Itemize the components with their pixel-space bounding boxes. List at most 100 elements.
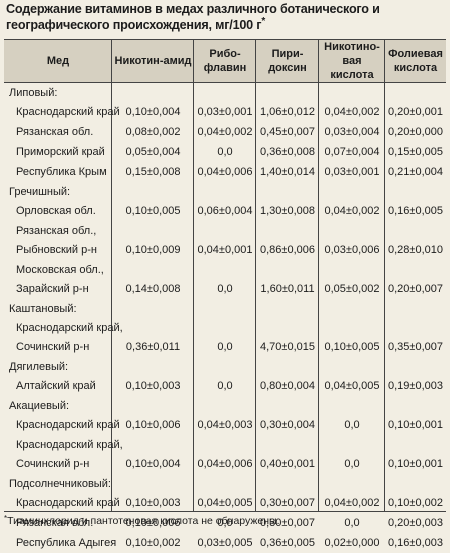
group-row: Дягилевый:	[4, 358, 446, 377]
nicotinic-acid-value: 0,10±0,005	[324, 341, 380, 353]
nicotinic-acid-value: 0,0	[344, 458, 360, 470]
header-folic-acid: Фолиевая кислота	[388, 48, 443, 74]
table-row: Зарайский р-н 0,14±0,008 0,0 1,60±0,011 0,05…	[4, 280, 446, 299]
table-row: Рязанская обл. 0,10±0,006 0,0 0,30±0,007 0,0…	[4, 514, 446, 533]
group-label: Липовый:	[9, 87, 58, 99]
table-row: Рыбновский р-н 0,10±0,009 0,04±0,001 0,86±0…	[4, 241, 446, 260]
riboflavin-value: 0,0	[217, 517, 233, 529]
title-footnote-mark: *	[261, 16, 266, 27]
nicotinic-acid-value: 0,04±0,002	[324, 497, 380, 509]
riboflavin-value: 0,0	[217, 146, 233, 158]
vitamin-table: Мед Никотин-амид Рибо-флавин Пири-доксин…	[4, 39, 446, 549]
region-name: Рязанская обл.	[16, 517, 94, 529]
column-divider	[255, 40, 256, 511]
pyridoxine-value: 0,30±0,004	[260, 419, 315, 431]
nicotinamide-value: 0,10±0,005	[125, 205, 181, 217]
riboflavin-value: 0,04±0,003	[197, 419, 253, 431]
table-row-label: Краснодарский край,	[4, 436, 446, 455]
riboflavin-value: 0,0	[217, 380, 233, 392]
region-name: Республика Адыгея	[16, 537, 117, 549]
riboflavin-value: 0,0	[217, 341, 233, 353]
nicotinamide-value: 0,10±0,004	[125, 106, 181, 118]
footnote: *Тиаминхлорид и пантотеновая кислота не …	[4, 514, 444, 528]
region-name: Зарайский р-н	[16, 283, 89, 295]
nicotinamide-value: 0,10±0,002	[125, 537, 181, 549]
riboflavin-value: 0,04±0,005	[197, 497, 253, 509]
riboflavin-value: 0,03±0,001	[197, 106, 253, 118]
pyridoxine-value: 0,30±0,007	[260, 497, 315, 509]
folic-acid-value: 0,10±0,002	[388, 497, 443, 509]
region-name: Рыбновский р-н	[16, 244, 97, 256]
footnote-text: Тиаминхлорид и пантотеновая кислота не о…	[7, 515, 280, 527]
column-divider	[111, 40, 112, 511]
group-label: Каштановый:	[9, 303, 77, 315]
table-row-label: Краснодарский край,	[4, 319, 446, 338]
header-pyridoxine: Пири-доксин	[268, 48, 307, 74]
folic-acid-value: 0,20±0,007	[388, 283, 443, 295]
nicotinamide-value: 0,10±0,009	[125, 244, 181, 256]
nicotinamide-value: 0,08±0,002	[125, 126, 181, 138]
region-name: Приморский край	[16, 146, 105, 158]
pyridoxine-value: 0,80±0,004	[260, 380, 315, 392]
pyridoxine-value: 1,06±0,012	[260, 106, 315, 118]
region-name: Алтайский край	[16, 380, 96, 392]
nicotinamide-value: 0,10±0,006	[125, 419, 181, 431]
riboflavin-value: 0,03±0,005	[197, 537, 253, 549]
table-row: Сочинский р-н 0,36±0,011 0,0 4,70±0,015 0,10…	[4, 338, 446, 357]
group-row: Подсолнечниковый:	[4, 475, 446, 494]
nicotinamide-value: 0,10±0,003	[125, 380, 181, 392]
nicotinic-acid-value: 0,03±0,001	[324, 166, 380, 178]
region-name: Краснодарский край	[16, 106, 120, 118]
folic-acid-value: 0,10±0,001	[388, 419, 443, 431]
table-row: Сочинский р-н 0,10±0,004 0,04±0,006 0,40±0,…	[4, 455, 446, 474]
riboflavin-value: 0,06±0,004	[197, 205, 253, 217]
nicotinic-acid-value: 0,0	[344, 419, 360, 431]
nicotinic-acid-value: 0,03±0,006	[324, 244, 380, 256]
column-divider	[384, 40, 385, 511]
header-nicotinamide: Никотин-амид	[114, 55, 192, 67]
group-label: Акациевый:	[9, 400, 70, 412]
nicotinamide-value: 0,10±0,006	[125, 517, 181, 529]
group-row: Каштановый:	[4, 300, 446, 319]
folic-acid-value: 0,21±0,004	[388, 166, 443, 178]
pyridoxine-value: 0,36±0,008	[260, 146, 315, 158]
group-label: Дягилевый:	[9, 361, 69, 373]
pyridoxine-value: 1,30±0,008	[260, 205, 315, 217]
riboflavin-value: 0,04±0,002	[197, 126, 253, 138]
nicotinamide-value: 0,36±0,011	[125, 341, 181, 353]
region-name: Орловская обл.	[16, 205, 96, 217]
nicotinamide-value: 0,10±0,004	[125, 458, 181, 470]
folic-acid-value: 0,20±0,000	[388, 126, 443, 138]
column-divider	[318, 40, 319, 511]
region-name: Рязанская обл.	[16, 126, 94, 138]
region-name: Краснодарский край,	[16, 439, 123, 451]
nicotinic-acid-value: 0,07±0,004	[324, 146, 380, 158]
nicotinic-acid-value: 0,04±0,005	[324, 380, 380, 392]
table-row: Краснодарский край 0,10±0,003 0,04±0,005 0,…	[4, 494, 446, 513]
folic-acid-value: 0,28±0,010	[388, 244, 443, 256]
folic-acid-value: 0,20±0,003	[388, 517, 443, 529]
folic-acid-value: 0,16±0,003	[388, 537, 443, 549]
table-row: Республика Адыгея 0,10±0,002 0,03±0,005 0,3…	[4, 534, 446, 553]
pyridoxine-value: 0,86±0,006	[260, 244, 315, 256]
folic-acid-value: 0,35±0,007	[388, 341, 443, 353]
table-row: Орловская обл. 0,10±0,005 0,06±0,004 1,30±0…	[4, 202, 446, 221]
region-name: Сочинский р-н	[16, 458, 90, 470]
table-row-label: Московская обл.,	[4, 261, 446, 280]
group-row: Гречишный:	[4, 183, 446, 202]
riboflavin-value: 0,04±0,006	[197, 166, 253, 178]
group-label: Гречишный:	[9, 186, 71, 198]
nicotinamide-value: 0,14±0,008	[125, 283, 181, 295]
table-row: Алтайский край 0,10±0,003 0,0 0,80±0,004 0,0…	[4, 377, 446, 396]
footnote-mark: *	[4, 514, 8, 523]
folic-acid-value: 0,16±0,005	[388, 205, 443, 217]
region-name: Республика Крым	[16, 166, 107, 178]
column-divider	[193, 40, 194, 511]
region-name: Краснодарский край	[16, 419, 120, 431]
header-nicotinic-acid: Никотино-вая кислота	[324, 41, 380, 81]
nicotinic-acid-value: 0,05±0,002	[324, 283, 380, 295]
table-title-text: Содержание витаминов в медах различного …	[6, 2, 380, 32]
pyridoxine-value: 0,45±0,007	[260, 126, 315, 138]
region-name: Сочинский р-н	[16, 341, 90, 353]
nicotinamide-value: 0,05±0,004	[125, 146, 181, 158]
